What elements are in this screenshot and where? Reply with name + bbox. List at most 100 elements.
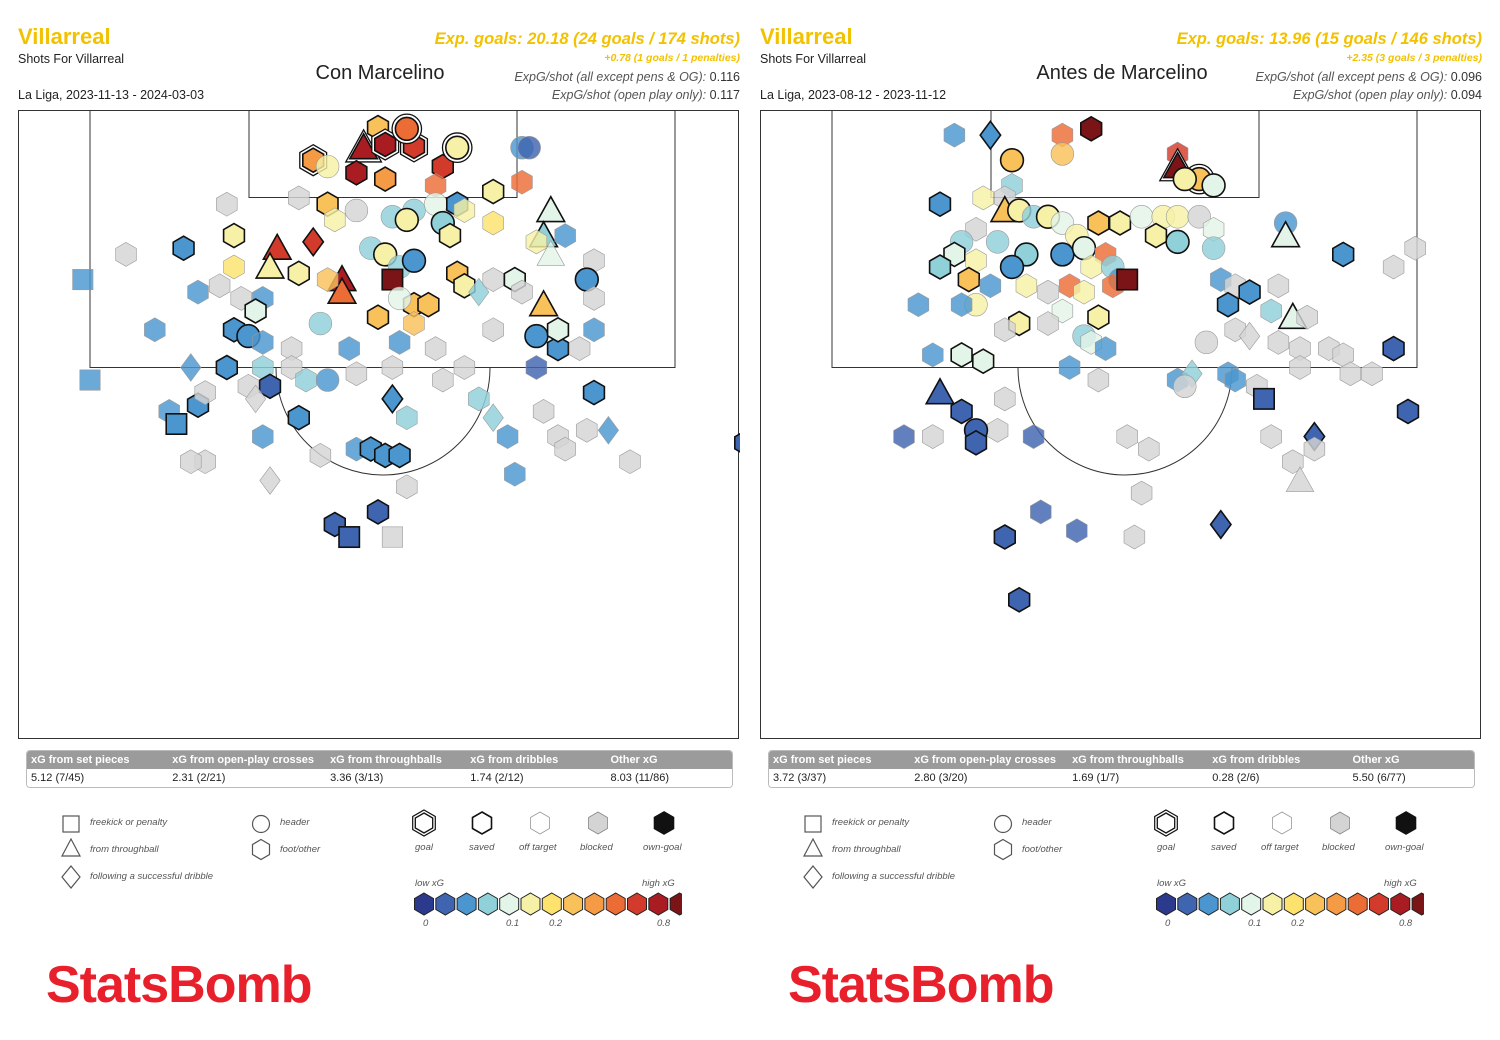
triangle-icon	[61, 837, 81, 857]
header-throughballs: xG from throughballs	[330, 754, 442, 766]
penalty-arc	[1017, 367, 1233, 476]
value-other: 5.50 (6/77)	[1352, 772, 1406, 784]
shot-marker	[388, 330, 411, 355]
shot-marker	[1094, 336, 1117, 361]
xg-open-play-value: 0.117	[709, 88, 740, 102]
xg-per-shot-value: 0.096	[1450, 70, 1482, 84]
xg-per-shot: ExpG/shot (all except pens & OG): 0.096	[1255, 70, 1482, 84]
shot-marker	[344, 128, 383, 163]
tick-0: 0	[423, 918, 429, 929]
shot-marker	[1303, 436, 1326, 462]
legend: freekick or penalty from throughball fol…	[0, 805, 740, 935]
shot-marker	[1123, 524, 1146, 550]
shot-marker	[172, 235, 195, 262]
shot-marker	[1058, 355, 1081, 380]
colorbar-swatch	[477, 892, 498, 916]
colorbar-swatch	[1305, 892, 1326, 916]
shot-marker	[583, 317, 605, 343]
legend-freekick: freekick or penalty	[832, 817, 910, 828]
tick-0-2: 0.2	[549, 918, 563, 929]
shot-marker	[1267, 330, 1290, 355]
shot-marker	[1361, 361, 1383, 387]
legend-saved: saved	[469, 842, 495, 853]
xg-total: Exp. goals: 13.96 (15 goals / 146 shots)	[1176, 30, 1482, 48]
goal-outcome-icon	[412, 809, 436, 837]
colorbar-swatch	[1369, 892, 1389, 916]
shot-marker	[481, 178, 505, 205]
colorbar-swatch	[520, 892, 541, 916]
shot-marker	[511, 279, 533, 305]
shot-marker	[1209, 509, 1232, 540]
shot-marker	[1050, 242, 1075, 267]
shot-marker	[259, 466, 281, 495]
shot-marker	[1116, 268, 1139, 291]
shot-marker	[1087, 367, 1110, 393]
off-target-outcome-icon	[1272, 811, 1292, 835]
xg-colorbar	[1156, 892, 1424, 916]
shot-marker	[244, 298, 267, 324]
shot-marker	[438, 222, 462, 249]
circle-icon	[993, 814, 1013, 834]
legend-throughball: from throughball	[832, 844, 901, 855]
shot-marker	[1267, 273, 1290, 299]
shot-marker	[194, 380, 216, 405]
shot-marker	[287, 260, 311, 287]
own-goal-outcome-icon	[653, 811, 675, 835]
shot-marker	[215, 354, 238, 381]
colorbar-swatch	[435, 892, 456, 916]
colorbar-swatch	[1411, 892, 1424, 916]
legend-off-target: off target	[1261, 842, 1299, 853]
tick-0-1: 0.1	[506, 918, 520, 929]
shot-marker	[504, 461, 526, 487]
shot-marker	[1382, 254, 1405, 280]
tick-0-8: 0.8	[657, 918, 671, 929]
shot-marker	[907, 292, 930, 318]
header-dribbles: xG from dribbles	[1212, 754, 1301, 766]
shot-marker	[344, 198, 369, 223]
shot-marker	[424, 336, 447, 361]
xg-breakdown-table: xG from set pieces xG from open-play cro…	[26, 750, 733, 788]
xg-open-play-value: 0.094	[1450, 88, 1482, 102]
shot-marker	[316, 267, 339, 292]
shot-marker	[373, 166, 397, 193]
shot-marker	[115, 242, 137, 267]
shot-marker	[216, 191, 238, 217]
shot-marker	[441, 132, 473, 164]
shot-marker	[432, 367, 454, 393]
xg-open-play: ExpG/shot (open play only): 0.117	[552, 88, 740, 102]
shot-marker	[733, 432, 740, 453]
colorbar-swatch	[584, 892, 605, 916]
shot-marker	[922, 342, 944, 368]
triangle-icon	[803, 837, 823, 857]
shot-marker	[180, 449, 202, 475]
shot-marker	[295, 367, 317, 393]
period-title: Antes de Marcelino	[1036, 62, 1208, 84]
shot-marker	[388, 442, 411, 469]
shot-marker	[1037, 311, 1059, 336]
shot-marker	[1382, 335, 1405, 362]
value-throughballs: 3.36 (3/13)	[330, 772, 384, 784]
tick-0-8: 0.8	[1399, 918, 1413, 929]
shot-marker	[468, 386, 490, 412]
shot-marker	[1285, 466, 1315, 492]
shot-marker	[993, 524, 1016, 550]
shot-marker	[1165, 205, 1190, 229]
shot-marker	[546, 316, 570, 343]
shot-marker	[999, 148, 1025, 173]
shot-marker	[979, 273, 1002, 299]
tick-0: 0	[1165, 918, 1171, 929]
shot-marker	[222, 222, 246, 249]
off-target-outcome-icon	[530, 811, 550, 835]
shot-marker	[1331, 241, 1355, 268]
shot-marker	[208, 273, 231, 299]
shot-marker	[525, 229, 548, 255]
own-goal-outcome-icon	[1395, 811, 1417, 835]
shot-marker	[1022, 424, 1045, 449]
blocked-outcome-icon	[1330, 811, 1350, 835]
shot-marker	[1296, 304, 1318, 330]
legend: freekick or penalty from throughball fol…	[742, 805, 1482, 935]
legend-off-target: off target	[519, 842, 557, 853]
shot-marker	[381, 383, 404, 415]
shot-marker	[994, 386, 1016, 412]
goal-outcome-icon	[1154, 809, 1178, 837]
